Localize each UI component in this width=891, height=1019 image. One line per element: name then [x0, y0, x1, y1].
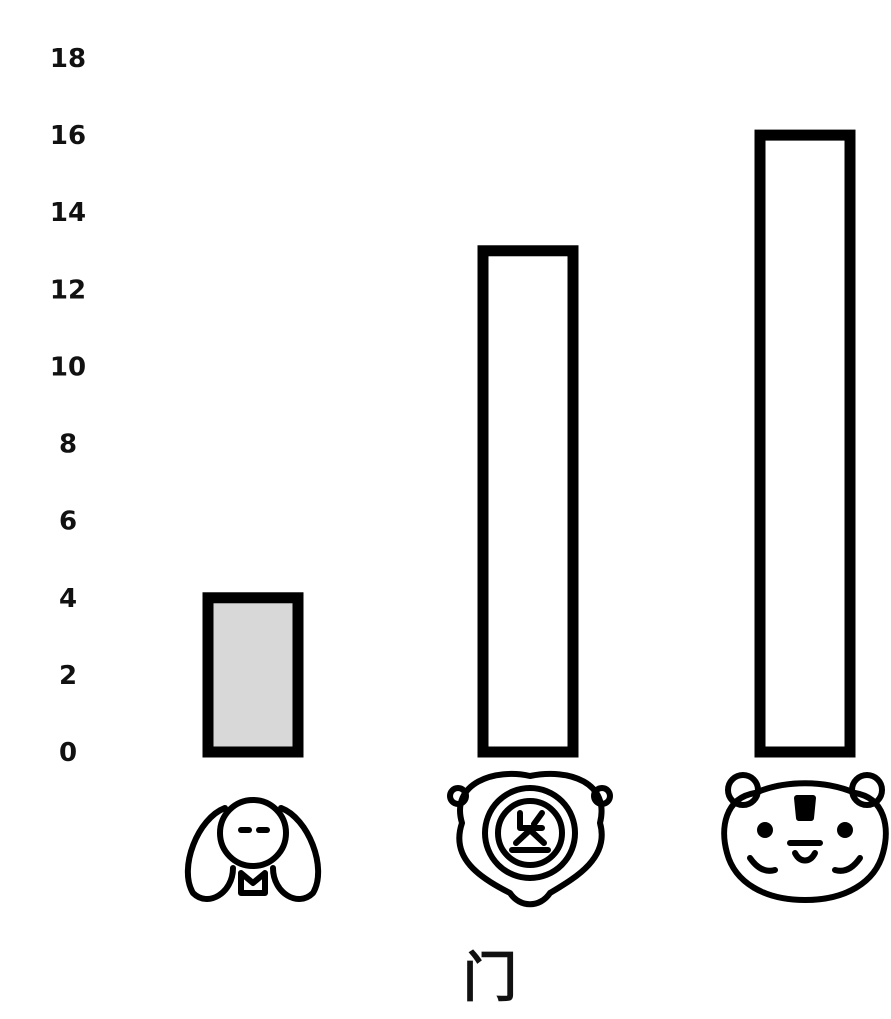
y-tick-label: 10: [50, 352, 86, 382]
y-tick-label: 8: [59, 430, 77, 460]
lion-icon: [447, 770, 613, 908]
x-axis-label: 门: [463, 946, 517, 1009]
bars: [202, 129, 856, 758]
bar-lion: [477, 245, 579, 758]
y-tick-label: 0: [59, 738, 77, 768]
bar-tiger: [754, 129, 856, 758]
y-tick-label: 4: [59, 584, 77, 614]
y-axis-ticks: 0 2 4 6 8 10 12 14 16 18: [50, 44, 86, 768]
rabbit-icon: [184, 797, 322, 902]
y-tick-label: 16: [50, 121, 86, 151]
y-tick-label: 2: [59, 661, 77, 691]
y-tick-label: 12: [50, 275, 86, 305]
y-tick-label: 18: [50, 44, 86, 74]
tiger-icon: [721, 772, 889, 903]
bar-rabbit: [202, 592, 304, 758]
y-tick-label: 6: [59, 507, 77, 537]
y-tick-label: 14: [50, 198, 86, 228]
